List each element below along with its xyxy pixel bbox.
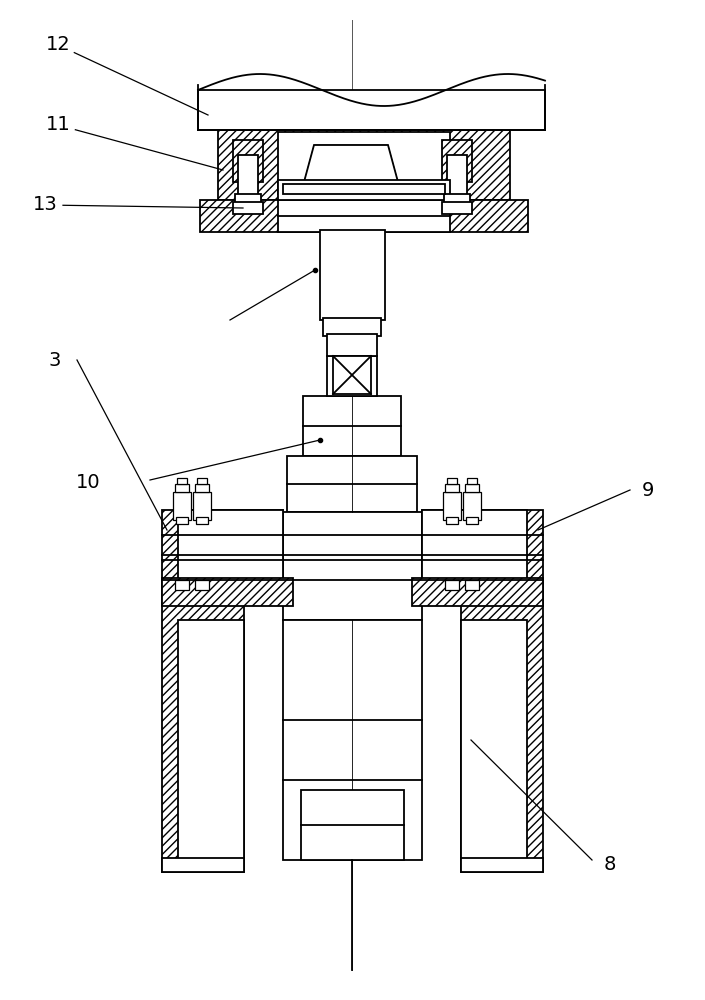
Bar <box>238 155 258 200</box>
Bar <box>467 478 477 484</box>
Bar <box>465 484 479 492</box>
Bar <box>278 132 450 194</box>
Bar <box>283 184 445 194</box>
Bar <box>283 512 422 620</box>
Bar <box>162 578 293 606</box>
Bar <box>162 858 244 872</box>
Bar <box>465 580 479 590</box>
Bar <box>443 492 461 520</box>
Text: 10: 10 <box>75 474 100 492</box>
Bar <box>327 356 377 396</box>
Bar <box>303 396 401 456</box>
Bar <box>162 510 283 600</box>
Bar <box>461 620 527 860</box>
Bar <box>447 155 467 200</box>
Bar <box>463 492 481 520</box>
Bar <box>177 478 187 484</box>
Bar <box>287 456 417 512</box>
Bar <box>197 478 207 484</box>
Bar <box>195 484 209 492</box>
Bar <box>301 790 404 860</box>
Bar <box>278 200 450 232</box>
Bar <box>445 580 459 590</box>
Bar <box>442 140 472 182</box>
Bar <box>176 517 188 524</box>
Bar <box>323 318 381 336</box>
Bar <box>198 90 545 130</box>
Bar <box>175 484 189 492</box>
Bar <box>178 620 244 860</box>
Bar <box>278 180 450 200</box>
Text: 12: 12 <box>46 35 70 54</box>
Bar <box>235 194 261 204</box>
Polygon shape <box>304 145 398 182</box>
Text: 13: 13 <box>32 196 57 215</box>
Bar <box>283 620 422 860</box>
Bar <box>233 140 263 182</box>
Bar <box>412 578 543 606</box>
Bar <box>175 580 189 590</box>
Bar <box>461 858 543 872</box>
Bar <box>327 334 377 356</box>
Text: 3: 3 <box>49 351 61 369</box>
Bar <box>442 202 472 214</box>
Bar <box>218 130 510 200</box>
Bar <box>178 510 283 600</box>
Text: 9: 9 <box>642 481 654 499</box>
Bar <box>333 356 371 394</box>
Bar <box>320 230 385 320</box>
Bar <box>196 517 208 524</box>
Bar <box>422 510 527 600</box>
Bar <box>195 580 209 590</box>
Bar <box>446 517 458 524</box>
Text: 11: 11 <box>46 115 70 134</box>
Bar <box>422 510 543 600</box>
Bar <box>461 602 543 872</box>
Bar <box>233 202 263 214</box>
Text: 8: 8 <box>603 856 616 874</box>
Bar <box>200 200 528 232</box>
Bar <box>445 484 459 492</box>
Bar <box>447 478 457 484</box>
Bar <box>193 492 211 520</box>
Bar <box>173 492 191 520</box>
Bar <box>162 602 244 872</box>
Bar <box>444 194 470 204</box>
Bar <box>466 517 478 524</box>
